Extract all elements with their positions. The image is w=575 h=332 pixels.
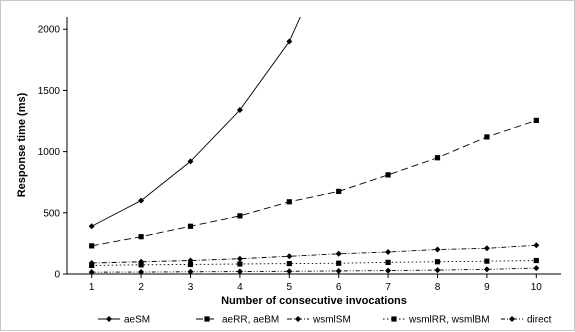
- data-point: [434, 259, 441, 265]
- data-point: [533, 257, 539, 264]
- data-point: [187, 261, 194, 268]
- data-point: [236, 255, 243, 262]
- data-point: [336, 188, 342, 194]
- legend-label: aeRR, aeBM: [222, 315, 279, 326]
- data-point: [483, 245, 490, 252]
- data-point: [138, 197, 145, 204]
- data-point: [89, 262, 95, 269]
- markers-group: [88, 38, 540, 274]
- data-point: [88, 223, 95, 230]
- x-tick-label: 9: [484, 282, 490, 293]
- legend-label: aeSM: [124, 315, 150, 326]
- legend-label: wsmlRR, wsmlBM: [408, 315, 490, 326]
- y-axis-label: Response time (ms): [16, 92, 28, 197]
- series-line-4: [91, 267, 537, 273]
- data-point: [484, 258, 490, 264]
- legend-label: direct: [527, 315, 552, 326]
- y-tick-label: 1000: [38, 147, 61, 158]
- data-point: [138, 262, 144, 268]
- data-point: [385, 248, 392, 255]
- data-point: [484, 134, 490, 140]
- x-tick-label: 5: [287, 282, 293, 293]
- x-axis-label: Number of consecutive invocations: [221, 295, 407, 307]
- data-point: [286, 268, 293, 274]
- data-point: [286, 260, 292, 267]
- axes: 0 500 1000 1500 2000 1 2 3 4 5 6 7 8 9 10: [38, 17, 561, 293]
- data-point: [138, 234, 144, 240]
- series-group: [91, 17, 537, 273]
- y-tick-label: 500: [43, 208, 60, 219]
- data-point: [236, 268, 243, 274]
- series-line-2: [91, 244, 537, 264]
- data-point: [237, 261, 243, 267]
- x-tick-label: 3: [188, 282, 194, 293]
- legend: aeSM aeRR, aeBM wsmlSM wsmlRR, wsmlBM direct: [98, 315, 552, 326]
- data-point: [286, 38, 293, 45]
- legend-marker: [509, 316, 515, 322]
- data-point: [385, 172, 391, 178]
- data-point: [533, 265, 540, 272]
- x-tick-label: 6: [336, 282, 342, 293]
- legend-marker: [295, 316, 301, 322]
- data-point: [286, 199, 292, 205]
- data-point: [385, 267, 392, 274]
- data-point: [187, 223, 194, 229]
- x-tick-label: 10: [531, 282, 543, 293]
- series-line-0: [91, 17, 301, 227]
- x-tick-label: 1: [89, 282, 95, 293]
- y-tick-label: 0: [54, 270, 60, 281]
- legend-marker: [204, 316, 210, 322]
- x-tick-label: 2: [138, 282, 144, 293]
- data-point: [335, 267, 342, 274]
- data-point: [335, 250, 342, 257]
- data-point: [286, 253, 293, 260]
- y-tick-label: 1500: [38, 86, 61, 97]
- data-point: [88, 269, 95, 274]
- data-point: [89, 243, 95, 249]
- data-point: [385, 259, 391, 265]
- legend-marker: [106, 316, 112, 322]
- data-point: [138, 269, 145, 274]
- legend-label: wsmlSM: [312, 315, 351, 326]
- data-point: [236, 107, 243, 114]
- x-tick-label: 8: [435, 282, 441, 293]
- data-point: [483, 266, 490, 273]
- data-point: [533, 117, 539, 124]
- data-point: [187, 268, 194, 274]
- x-tick-label: 7: [385, 282, 391, 293]
- data-point: [533, 242, 540, 249]
- data-point: [187, 158, 194, 165]
- legend-marker: [391, 316, 397, 322]
- x-tick-label: 4: [237, 282, 243, 293]
- data-point: [237, 213, 243, 219]
- data-point: [434, 155, 441, 161]
- plot-area: [67, 17, 561, 274]
- y-tick-label: 2000: [38, 25, 61, 36]
- data-point: [434, 267, 441, 274]
- data-point: [336, 260, 342, 266]
- data-point: [434, 246, 441, 253]
